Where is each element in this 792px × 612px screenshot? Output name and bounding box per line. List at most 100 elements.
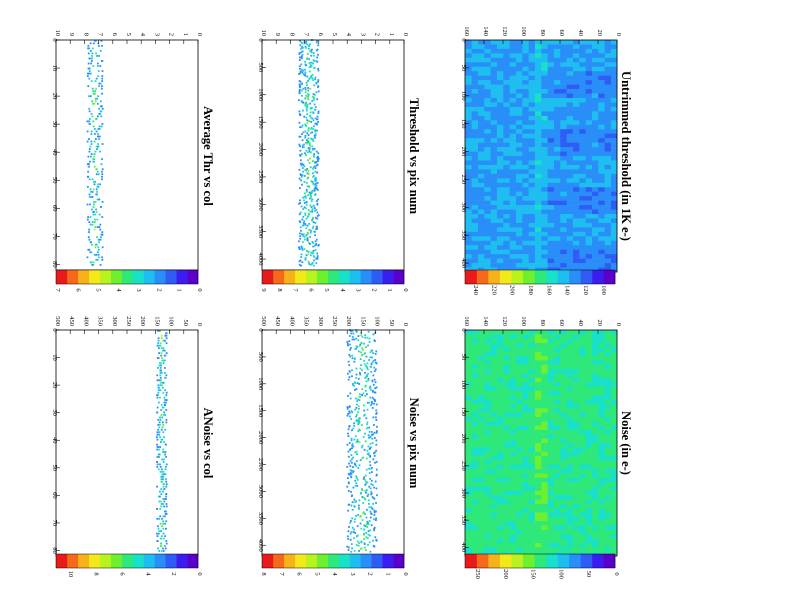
heat-cell: [522, 542, 529, 548]
heat-cell: [528, 460, 535, 466]
heat-cell: [547, 499, 554, 505]
heat-cell: [515, 142, 523, 148]
y-tick-label: 150: [359, 316, 366, 326]
heat-cell: [522, 516, 529, 522]
data-point: [163, 515, 166, 518]
data-point: [162, 423, 165, 426]
data-point: [159, 344, 162, 347]
heat-cell: [610, 205, 618, 210]
heat-cell: [553, 421, 561, 426]
data-point: [88, 77, 91, 80]
heat-cell: [465, 106, 472, 112]
x-tick-label: 70: [51, 233, 58, 240]
heat-cell: [503, 395, 510, 400]
heat-cell: [604, 164, 611, 170]
data-point: [359, 492, 362, 495]
heat-cell: [490, 209, 497, 215]
heat-cell: [528, 486, 535, 492]
x-tick-label: 10: [51, 354, 58, 361]
data-point: [91, 221, 94, 223]
heat-cell: [553, 443, 561, 448]
data-point: [86, 140, 89, 143]
data-point: [356, 400, 359, 402]
heat-cell: [490, 529, 497, 535]
data-point: [164, 522, 167, 525]
data-point: [316, 215, 319, 217]
data-point: [348, 364, 351, 367]
data-point: [300, 162, 303, 165]
heat-cell: [490, 124, 497, 130]
data-point: [351, 375, 353, 378]
heat-cell: [496, 164, 504, 170]
heat-cell: [477, 351, 485, 357]
heat-cell: [598, 529, 605, 535]
data-point: [312, 225, 315, 228]
heat-cell: [591, 438, 599, 444]
heat-cell: [471, 351, 478, 357]
data-point: [165, 493, 168, 495]
heat-cell: [528, 534, 535, 539]
data-point: [87, 52, 90, 55]
x-tick-label: 4000: [257, 539, 264, 552]
heat-cell: [503, 245, 510, 250]
heat-cell: [553, 521, 561, 526]
heat-cell: [598, 503, 605, 509]
data-point: [310, 195, 313, 198]
colorbar-segment: [99, 270, 111, 284]
colorbar-segment: [316, 554, 328, 568]
heat-cell: [471, 89, 478, 94]
data-point: [349, 343, 351, 346]
data-point: [304, 87, 307, 89]
heat-cell: [591, 356, 599, 361]
data-point: [363, 353, 366, 355]
data-point: [346, 535, 349, 538]
heat-cell: [547, 48, 554, 54]
data-point: [306, 139, 308, 142]
heat-cell: [522, 249, 529, 255]
heat-cell: [503, 347, 510, 353]
data-point: [370, 513, 373, 515]
heat-cell: [503, 84, 510, 90]
heat-cell: [560, 156, 567, 161]
data-point: [354, 358, 356, 361]
heat-cell: [509, 80, 516, 85]
data-point: [363, 363, 366, 366]
heat-cell: [553, 377, 561, 383]
x-tick-label: 3000: [257, 198, 264, 211]
heat-cell: [553, 356, 561, 361]
heat-cell: [477, 382, 485, 387]
heat-cell: [604, 512, 611, 518]
data-point: [156, 461, 158, 463]
colorbar-segment: [557, 270, 570, 284]
heat-cell: [522, 338, 529, 344]
heat-cell: [604, 62, 611, 68]
data-point: [315, 243, 318, 246]
data-point: [365, 474, 367, 477]
data-point: [371, 437, 374, 440]
data-point: [373, 452, 375, 455]
heat-cell: [490, 196, 497, 201]
heat-cell: [604, 364, 611, 370]
data-point: [370, 467, 372, 470]
heat-cell: [610, 538, 618, 544]
heat-cell: [528, 429, 535, 435]
data-point: [308, 263, 311, 265]
data-point: [363, 496, 365, 499]
heat-cell: [541, 477, 548, 483]
heat-cell: [528, 240, 535, 246]
x-tick-label: 0: [51, 38, 58, 41]
heat-cell: [566, 425, 573, 431]
heat-cell: [522, 120, 529, 126]
heat-cell: [509, 111, 516, 117]
heat-cell: [604, 456, 611, 461]
heat-cell: [572, 205, 580, 210]
heat-cell: [522, 356, 529, 361]
heat-cell: [547, 464, 554, 470]
heat-cell: [541, 360, 548, 366]
heat-cell: [477, 538, 485, 544]
heat-cell: [490, 231, 497, 237]
data-point: [375, 409, 378, 412]
heat-cell: [553, 451, 561, 457]
data-point: [302, 87, 305, 90]
